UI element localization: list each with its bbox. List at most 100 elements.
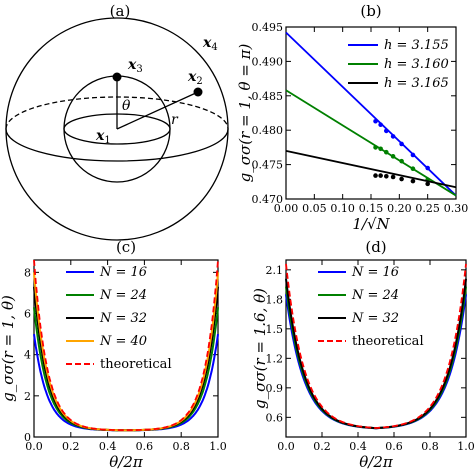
data-point [378,173,383,178]
plot-frame [285,259,467,438]
data-point [390,174,396,180]
panel-tag: (d) [365,238,386,256]
series-line [33,259,219,432]
data-point [373,118,378,124]
fit-line [285,89,457,197]
x-tick-label: 0.0 [277,440,295,453]
plot-frame [33,259,219,438]
x-tick-label: 0.30 [444,202,469,215]
data-point [410,178,416,184]
series-line [285,263,467,429]
y-tick-label: 6 [24,308,31,321]
y-tick-label: 0.495 [252,21,284,34]
theta-label: θ [122,98,131,114]
y-axis-label: g_σσ(r = 1, θ = π) [236,44,254,183]
data-point [425,181,430,187]
data-point [373,173,378,178]
panel-c-chart: (c) 0.0 0.2 0.4 0.6 0.8 1.0 0 2 4 6 8 θ/2π g_σσ(r = 1… [0,238,227,471]
x-tick-label: 1.0 [457,440,474,453]
y-tick-label: 2 [24,390,31,403]
inner-equator-front [63,128,171,145]
data-point [399,176,404,182]
data-point [410,152,416,158]
panel-b-chart: (b) 0.00 0.05 0.10 0.15 0.20 0.25 0.30 0.470 0.47… [236,2,468,233]
point-x3 [112,72,122,82]
r-label: r [171,112,179,128]
y-tick-label: 0.470 [252,193,284,206]
legend-entry: N = 40 [99,334,147,349]
panel-tag: (b) [360,2,381,20]
x-tick-label: 0.00 [274,202,299,215]
radius-line-x1-x2 [116,91,199,130]
x-tick-label: 0.8 [172,440,190,453]
point-x2 [193,87,203,97]
y-axis-label: g_σσ(r = 1, θ) [0,295,17,402]
label-x3: x3 [127,57,143,75]
y-tick-label: 0.9 [266,382,284,395]
label-x4: x4 [202,35,218,53]
x-tick-label: 0.15 [359,202,384,215]
x-tick-label: 0.05 [302,202,327,215]
data-point [425,165,430,171]
x-axis-label: θ/2π [359,453,394,471]
legend-entry: N = 24 [351,288,399,303]
y-tick-label: 0.480 [252,124,284,137]
legend-entry: N = 16 [99,265,147,280]
y-tick-label: 4 [24,349,31,362]
data-point [399,158,404,164]
y-tick-label: 1.2 [266,352,284,365]
y-tick-label: 1.5 [266,323,284,336]
x-tick-label: 0.4 [349,440,367,453]
x-tick-label: 1.0 [209,440,227,453]
data-point [384,149,389,155]
y-tick-label: 0.490 [252,55,284,68]
x-tick-label: 0.25 [415,202,440,215]
legend-entry: h = 3.165 [384,76,449,91]
outer-equator-front [5,128,229,162]
label-x1: x1 [95,128,111,146]
y-tick-label: 0.485 [252,90,284,103]
y-tick-label: 0 [24,431,31,444]
x-tick-label: 0.20 [387,202,412,215]
data-point [378,122,383,127]
legend-entry: theoretical [352,334,424,349]
data-point [399,141,404,147]
x-tick-label: 0.10 [330,202,355,215]
y-tick-label: 2.1 [266,264,284,277]
y-axis-label: g_σσ(r = 1.6, θ) [251,288,269,409]
data-point [390,154,396,159]
label-x2: x2 [187,69,203,87]
x-tick-label: 0.6 [385,440,403,453]
legend-entry: h = 3.160 [384,57,449,72]
legend-entry: h = 3.155 [384,38,449,53]
data-point [390,134,396,139]
legend-entry: N = 16 [351,265,399,280]
legend-entry: N = 24 [99,288,147,303]
data-point [373,145,378,150]
x-tick-label: 0.8 [421,440,439,453]
data-point [384,128,389,134]
y-tick-label: 8 [24,266,31,279]
data-point [384,173,389,179]
y-tick-label: 0.475 [252,159,284,172]
x-tick-label: 0.0 [25,440,43,453]
x-axis-label: θ/2π [109,453,144,471]
x-axis-label: 1/√N [352,215,390,233]
x-tick-label: 0.2 [313,440,331,453]
panel-a-tag: (a) [110,2,131,20]
legend-entry: N = 32 [351,311,399,326]
x-tick-label: 0.4 [99,440,117,453]
fit-line [285,149,457,189]
y-tick-label: 1.8 [266,293,284,306]
series-line [285,286,467,430]
x-tick-label: 0.2 [62,440,80,453]
x-tick-label: 0.6 [136,440,154,453]
panel-a-diagram: (a) x3 x2 x4 x1 θ r [5,2,229,241]
data-point [378,146,383,152]
legend-entry: theoretical [100,357,172,372]
legend-entry: N = 32 [99,311,147,326]
panel-d-chart: (d) 0.0 0.2 0.4 0.6 0.8 1.0 0.6 0.9 1.2 1.5 1.8 2.1 θ… [251,238,474,471]
y-tick-label: 0.6 [266,411,284,424]
panel-tag: (c) [116,238,136,256]
